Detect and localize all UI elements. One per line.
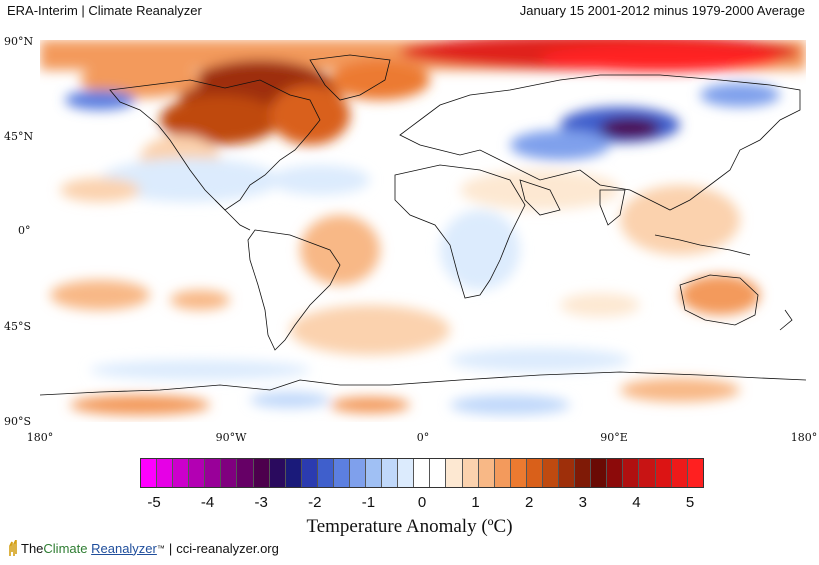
lon-label-180w: 180° — [26, 431, 54, 444]
legend-tick-label: -3 — [254, 494, 268, 511]
coast-eurasia — [399, 74, 801, 211]
lat-label-45s: 45°S — [4, 320, 32, 333]
legend-tick-label: -1 — [361, 494, 376, 511]
lon-label-180e: 180° — [790, 431, 818, 444]
brand-reanalyzer: Reanalyzer — [91, 540, 157, 556]
legend-swatch — [639, 459, 656, 487]
lat-label-45n: 45°N — [4, 130, 34, 143]
legend-swatch — [591, 459, 608, 487]
legend-swatch — [317, 459, 334, 487]
temperature-anomaly-map — [40, 40, 806, 422]
coast-central-america — [214, 199, 251, 231]
brand-trademark: ™ — [156, 543, 165, 553]
brand-logo-icon — [9, 540, 17, 556]
coast-north-america — [109, 79, 321, 211]
lat-label-0: 0° — [18, 224, 31, 237]
legend-swatch — [398, 459, 415, 487]
legend-swatch — [655, 459, 672, 487]
legend-swatch — [575, 459, 592, 487]
legend-swatch — [285, 459, 302, 487]
legend-swatch — [189, 459, 206, 487]
legend-swatch — [414, 459, 431, 487]
coast-greenland — [309, 54, 391, 101]
legend-swatch — [366, 459, 383, 487]
legend-swatch — [141, 459, 158, 487]
legend-tick-label: -4 — [200, 494, 215, 511]
coast-antarctica — [40, 371, 806, 396]
legend-title: Temperature Anomaly (ºC) — [306, 516, 513, 537]
legend-tick-label: 1 — [471, 494, 480, 511]
legend-swatch — [173, 459, 190, 487]
coastlines — [40, 54, 806, 396]
legend-swatch — [382, 459, 399, 487]
legend-swatch — [205, 459, 222, 487]
brand-url[interactable]: cci-reanalyzer.org — [176, 540, 279, 556]
legend-tick-label: -5 — [147, 494, 161, 511]
legend-swatch — [446, 459, 463, 487]
coast-arabia — [519, 179, 561, 216]
brand-climate: Climate — [43, 540, 88, 556]
legend-swatch — [687, 459, 703, 487]
legend-color-bar — [140, 458, 704, 488]
coast-indonesia — [654, 234, 751, 256]
lon-label-90e: 90°E — [600, 431, 628, 444]
header-left-title: ERA-Interim | Climate Reanalyzer — [7, 3, 202, 18]
legend-swatch — [623, 459, 640, 487]
legend-tick-label: 5 — [685, 494, 695, 511]
legend-swatch — [671, 459, 688, 487]
lon-label-90w: 90°W — [215, 431, 247, 444]
coast-africa — [394, 164, 526, 299]
legend-swatch — [221, 459, 238, 487]
legend-tick-label: 3 — [578, 494, 587, 511]
anomaly-field — [40, 40, 806, 415]
coast-new-zealand — [779, 309, 793, 331]
legend-swatch — [559, 459, 576, 487]
legend-swatch — [542, 459, 560, 487]
lat-label-90s: 90°S — [4, 415, 32, 428]
legend-swatch — [607, 459, 624, 487]
coast-australia — [679, 274, 759, 326]
coast-south-america — [247, 229, 341, 351]
lat-label-90n: 90°N — [4, 35, 34, 48]
legend-swatch — [350, 459, 367, 487]
legend-swatch — [157, 459, 174, 487]
legend-swatch — [253, 459, 270, 487]
brand-footer: The Climate Reanalyzer ™ | cci-reanalyzer… — [8, 540, 279, 556]
legend-swatch — [478, 459, 495, 487]
legend-swatch — [237, 459, 254, 487]
legend-swatch — [494, 459, 511, 487]
header-right-title: January 15 2001-2012 minus 1979-2000 Ave… — [519, 3, 805, 18]
legend-swatch — [269, 459, 286, 487]
legend-swatch — [526, 459, 543, 487]
legend-swatch — [301, 459, 318, 487]
brand-prefix: The — [21, 540, 44, 556]
brand-separator: | — [168, 540, 173, 556]
legend-tick-label: 4 — [632, 494, 641, 511]
legend-swatch — [510, 459, 527, 487]
legend-swatch — [462, 459, 479, 487]
legend-swatch — [333, 459, 351, 487]
legend-tick-label: 0 — [417, 494, 427, 511]
legend-tick-label: 2 — [525, 494, 534, 511]
coast-india — [599, 189, 626, 226]
lon-label-0: 0° — [416, 431, 430, 444]
legend-tick-label: -2 — [308, 494, 322, 511]
legend-swatch — [430, 459, 447, 487]
